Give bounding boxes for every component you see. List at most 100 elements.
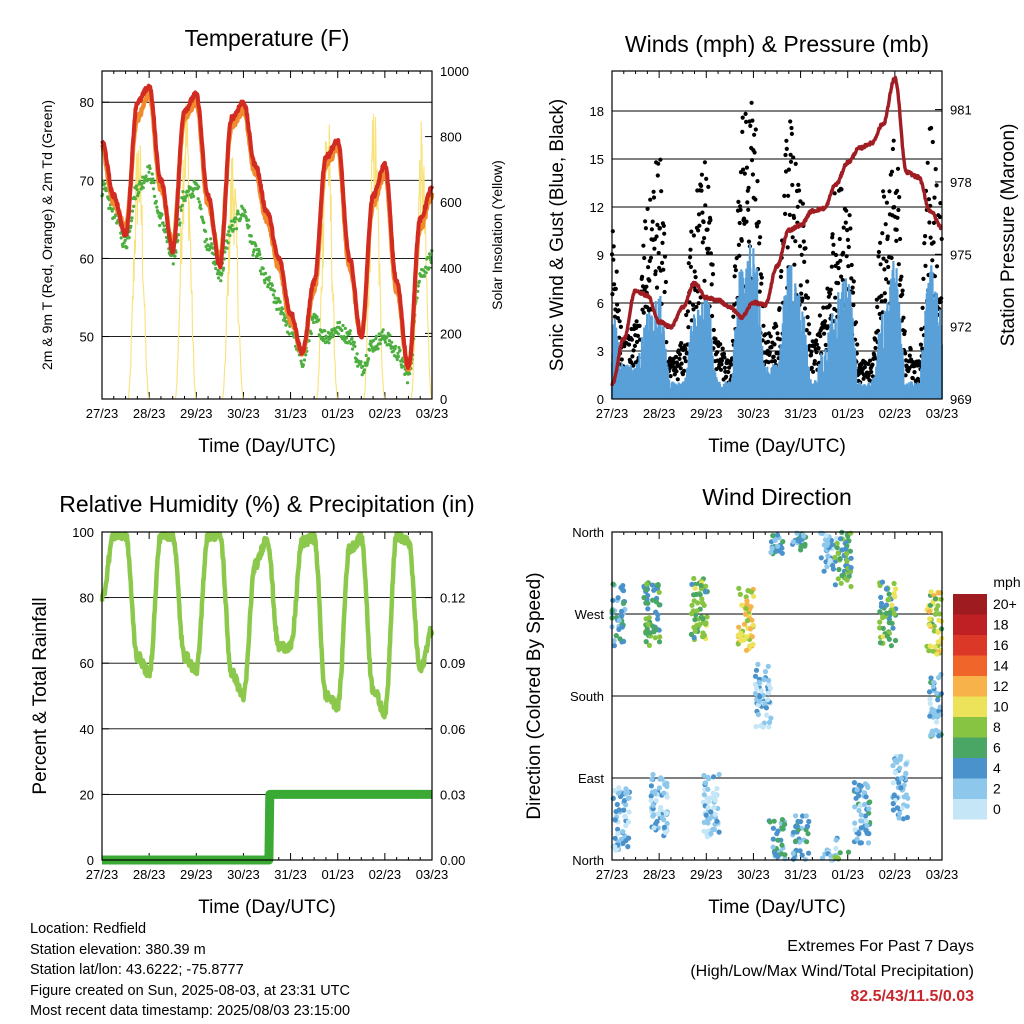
y2-tick-label: 0.00 [440,853,465,868]
gust-point [701,219,706,225]
gust-point [663,279,669,285]
direction-point [664,794,670,800]
direction-point [615,831,621,837]
gust-point [738,204,743,209]
dewpoint-point [129,219,133,223]
direction-point [770,825,777,831]
gust-point [694,304,699,309]
x-axis-label: Time (Day/UTC) [198,436,336,457]
x-tick-label: 01/23 [831,867,864,882]
gust-point [745,200,750,205]
dewpoint-point [228,233,232,238]
wind-series [610,244,943,399]
direction-point [761,677,767,683]
gust-point [811,369,816,374]
gust-point [649,227,655,232]
gust-point [805,279,810,284]
direction-point [711,804,717,811]
gust-point [748,123,753,128]
x-tick-label: 27/23 [596,406,629,421]
direction-point [886,591,892,597]
gust-point [796,182,801,187]
direction-point [851,780,858,786]
direction-point [649,776,655,782]
dewpoint-point [340,328,344,333]
gust-point [880,231,885,236]
gust-point [795,204,800,209]
dewpoint-point [201,218,205,222]
direction-point [743,594,749,600]
direction-point [758,723,764,729]
legend-label: 16 [993,637,1009,653]
x-tick-label: 27/23 [596,867,629,882]
direction-point [619,613,625,619]
gust-point [902,329,907,334]
direction-point [932,644,938,650]
legend-swatch [953,696,987,717]
gust-point [900,288,905,293]
gust-point [686,325,691,330]
gust-point [930,258,935,263]
dewpoint-point [390,340,394,344]
solar-line [102,103,433,400]
gust-point [812,359,817,364]
gust-point [732,274,737,279]
direction-point [750,641,756,648]
direction-point [879,579,886,585]
gust-point [799,291,804,296]
direction-point [689,602,695,608]
panel-title: Relative Humidity (%) & Precipitation (i… [59,491,474,517]
dewpoint-point [119,236,123,240]
extremes-value: 82.5/43/11.5/0.03 [850,988,974,1005]
dewpoint-point [151,187,156,191]
x-tick-label: 30/23 [227,406,260,421]
dewpoint-point [301,363,305,367]
gust-point [660,240,665,245]
dewpoint-point [422,274,427,278]
direction-point [767,685,774,691]
y2-axis-label: Station Pressure (Maroon) [998,124,1019,347]
panel-title: Wind Direction [702,484,852,510]
dewpoint-point [258,252,262,256]
direction-point [652,788,658,794]
direction-point [702,589,708,595]
direction-point [823,533,829,539]
y2-tick-label: 0.12 [440,591,465,606]
gust-point [849,276,854,281]
direction-point [656,785,663,791]
x-tick-label: 02/23 [879,867,912,882]
gust-point [785,245,790,250]
gust-point [932,195,937,200]
dewpoint-point [203,229,208,233]
dewpoint-point [349,342,353,346]
gust-point [618,324,624,329]
legend-label: 14 [993,658,1009,674]
direction-point [938,596,944,602]
direction-point [934,690,940,696]
direction-point [770,844,776,850]
direction-point [752,673,759,679]
station-info: Location: Redfield Station elevation: 38… [30,919,350,1022]
direction-point [754,686,760,692]
gust-point [662,289,667,295]
direction-point [774,831,780,837]
gust-point [684,351,689,356]
gust-point [836,281,841,286]
gust-point [703,203,708,208]
gust-point [629,337,635,342]
dewpoint-point [387,339,391,343]
direction-point [806,818,812,825]
dewpoint-point [154,199,158,203]
y-tick-label: 12 [590,200,604,215]
gust-point [660,260,665,265]
gust-point [685,309,691,314]
gust-point [861,376,866,381]
gust-point [656,161,661,166]
direction-point [837,536,844,542]
direction-point [611,643,618,649]
gust-point [619,357,624,362]
dewpoint-point [395,357,399,362]
direction-point [743,605,749,612]
dewpoint-point [236,209,240,213]
dewpoint-series [100,164,434,385]
